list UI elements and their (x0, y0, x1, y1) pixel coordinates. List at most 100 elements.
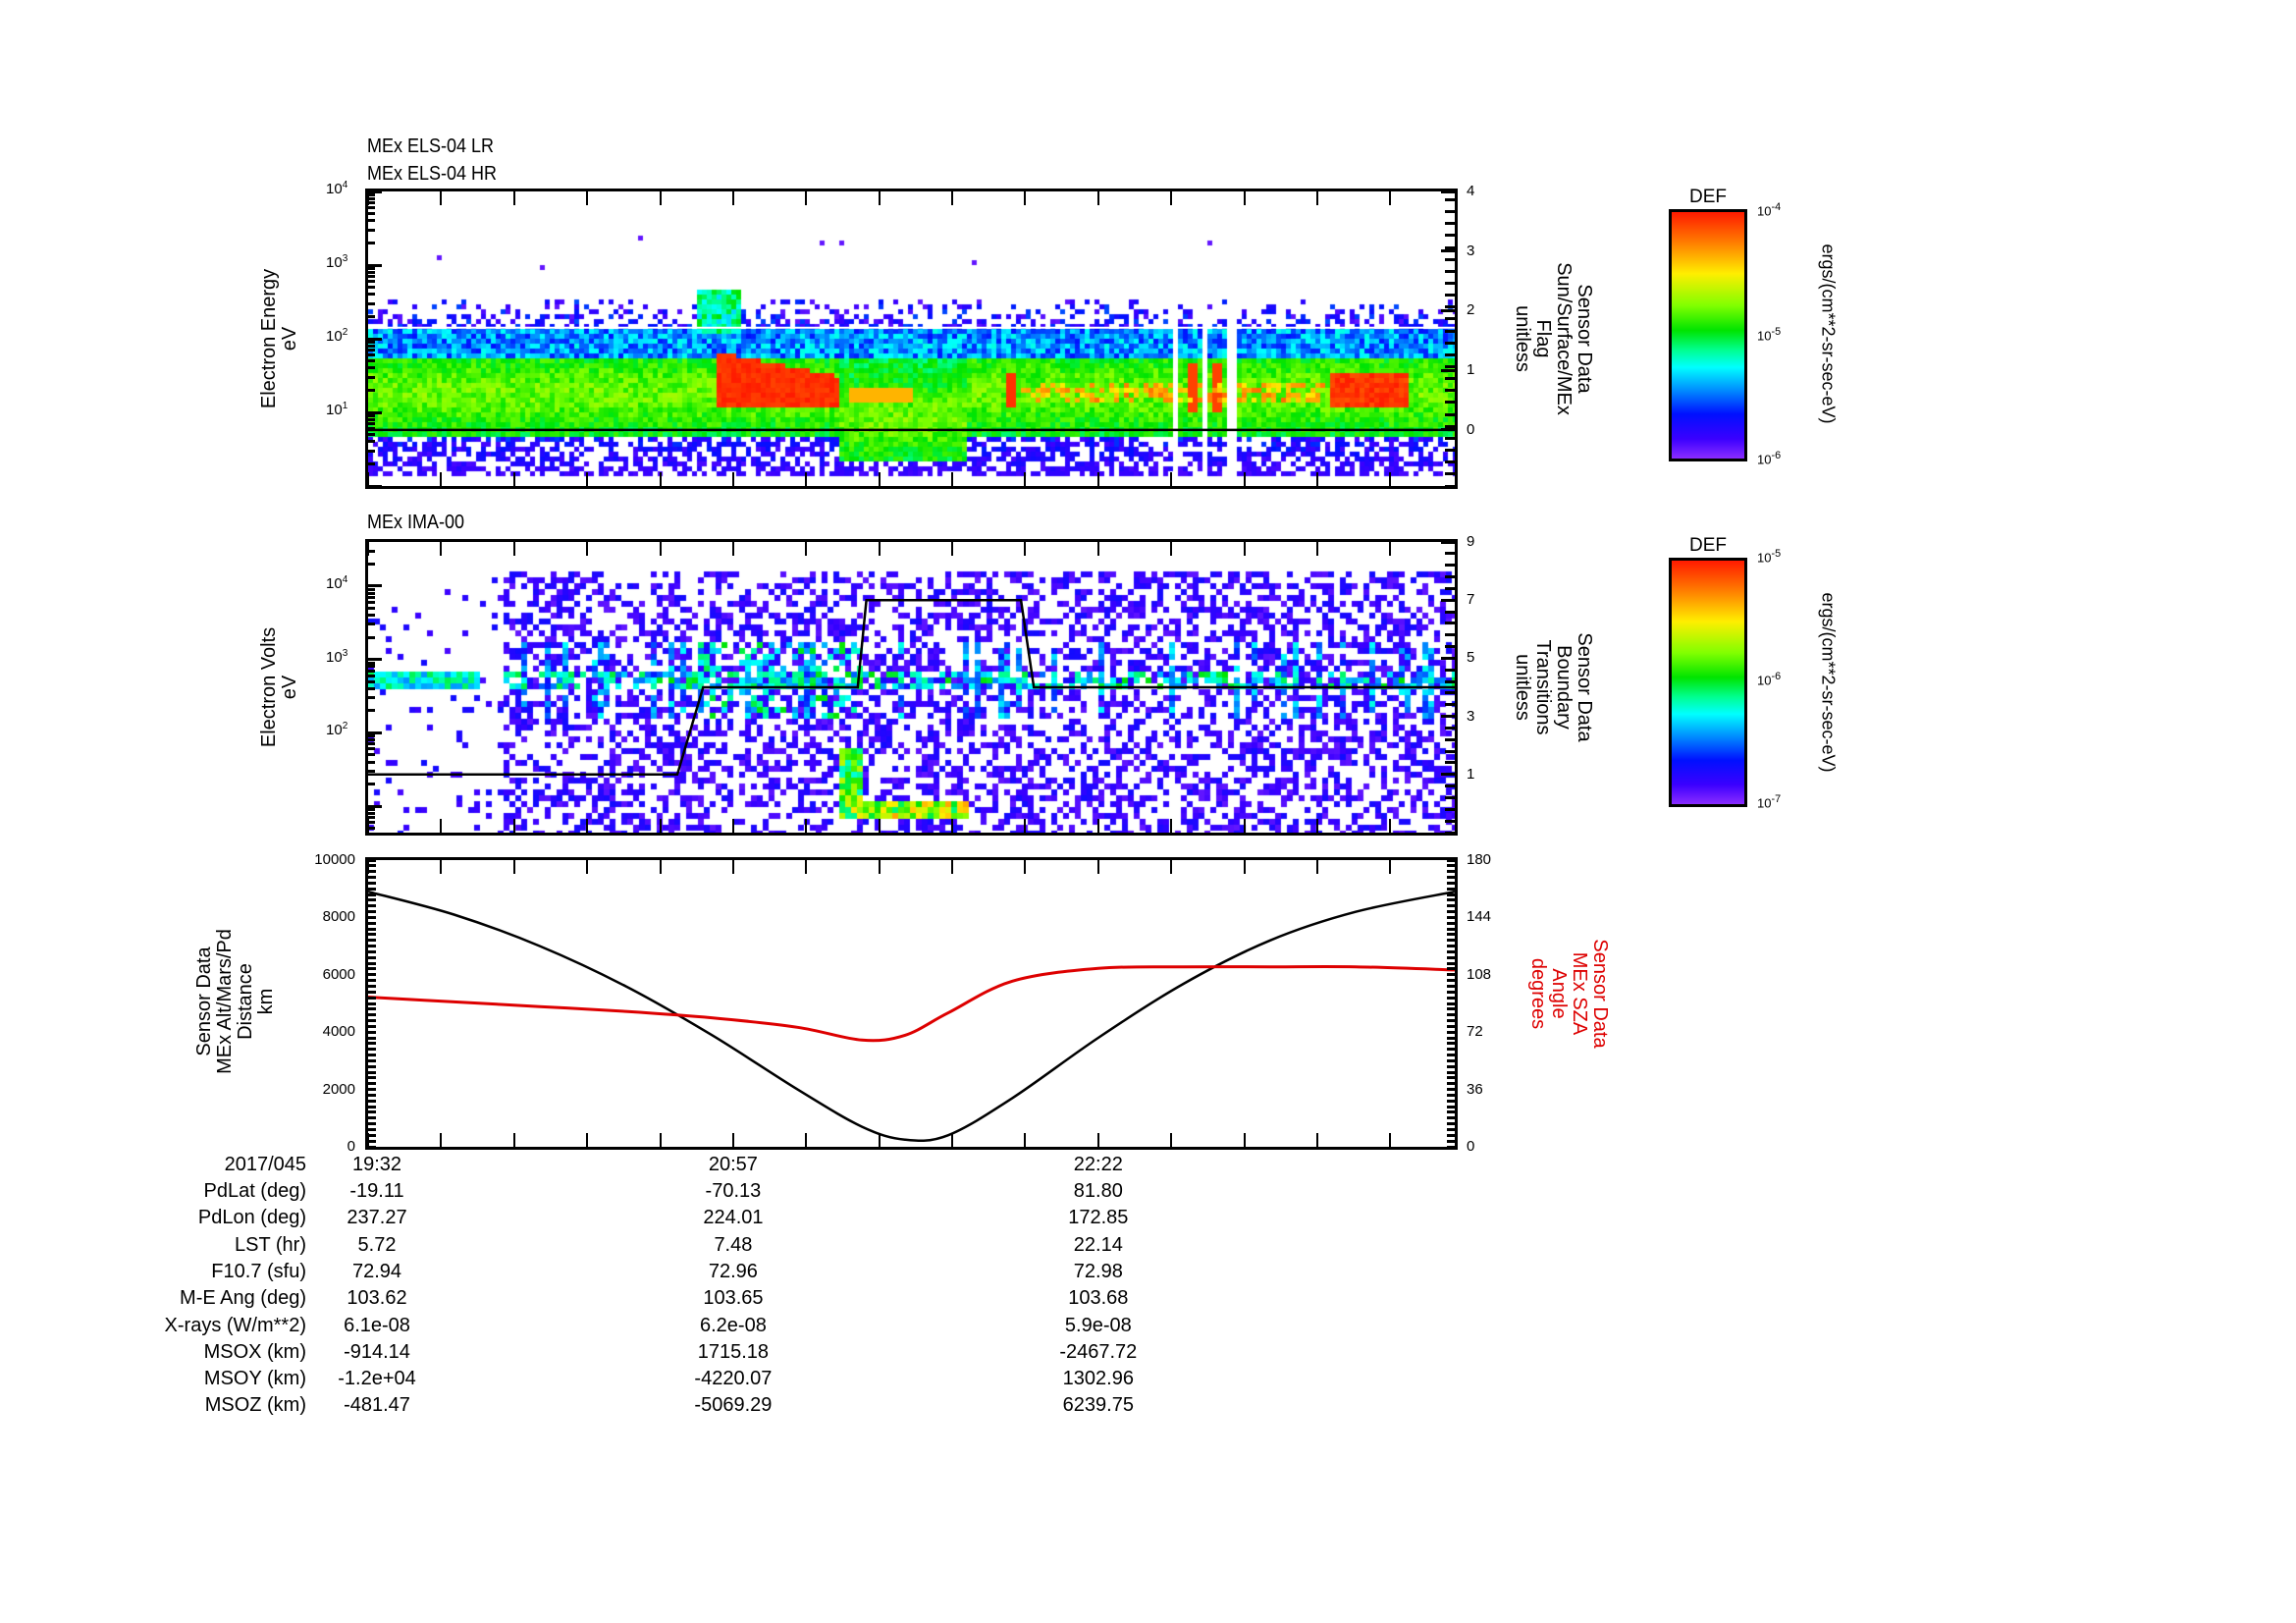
x-tick (1024, 542, 1027, 556)
y-tick (368, 449, 375, 453)
y2-tick (1445, 460, 1455, 464)
y2-tick (1445, 412, 1455, 416)
y2-tick (1447, 898, 1455, 902)
y2-tick-label: 3 (1467, 707, 1475, 725)
y-tick (368, 1099, 376, 1103)
y-tick (368, 484, 382, 488)
y2-tick (1447, 973, 1455, 977)
y2-tick (1447, 1048, 1455, 1052)
y-tick (368, 996, 376, 1000)
x-tick (1096, 472, 1099, 486)
x-tick (731, 1133, 734, 1147)
y2-tick (1447, 1076, 1455, 1080)
x-tick (805, 1133, 808, 1147)
y-tick (368, 286, 375, 290)
x-tick (1170, 191, 1173, 205)
y-tick (368, 584, 382, 588)
y2-tick (1447, 864, 1455, 868)
y2-tick (1445, 831, 1455, 835)
y-tick (368, 816, 375, 820)
exp: 3 (342, 253, 348, 264)
x-tick (805, 819, 808, 833)
y-tick (368, 340, 375, 344)
y2-tick (1445, 198, 1455, 201)
x-tick (512, 860, 515, 874)
y2-tick (1447, 870, 1455, 874)
y2-tick (1447, 1099, 1455, 1103)
exp: 1 (342, 401, 348, 411)
y-tick (368, 1064, 376, 1068)
orbit-y2label: Sensor Data MEx SZA Angle degrees (1527, 939, 1611, 1048)
y2-tick (1441, 715, 1455, 719)
y-tick (368, 674, 375, 677)
x-tick (1024, 819, 1027, 833)
x-tick (1389, 191, 1392, 205)
y2-tick (1447, 979, 1455, 983)
y2-tick (1445, 819, 1455, 823)
y-tick (368, 614, 375, 618)
y2-tick (1441, 598, 1455, 602)
x-tick (805, 191, 808, 205)
x-tick (1170, 819, 1173, 833)
x-tick (512, 542, 515, 556)
ima-colorbar-max: 10-5 (1757, 548, 1782, 566)
y-tick (368, 275, 375, 279)
els-colorbar (1669, 209, 1747, 461)
y-tick (368, 858, 376, 862)
orbit-ylabel-line: Distance (235, 963, 256, 1040)
y2-tick-label: 0 (1467, 420, 1475, 438)
y-tick (368, 1082, 376, 1086)
els-colorbar-unit: ergs/(cm**2-sr-sec-eV) (1818, 243, 1839, 424)
els-title-lr: MEx ELS-04 LR (367, 135, 495, 157)
table-cell: 7.48 (714, 1233, 753, 1256)
y2-tick (1447, 1054, 1455, 1057)
y2-tick (1447, 1070, 1455, 1074)
ima-y2label: Sensor Data Boundary Transitions unitless (1512, 632, 1595, 741)
y-tick (368, 927, 376, 931)
table-cell: -4220.07 (694, 1368, 773, 1390)
y2-tick (1445, 795, 1455, 799)
y2-tick (1445, 210, 1455, 214)
y2-tick (1447, 893, 1455, 896)
els-y2label-line: unitless (1512, 305, 1533, 372)
table-cell: -914.14 (344, 1340, 410, 1363)
table-row-label: PdLat (deg) (203, 1180, 306, 1202)
y2-tick (1447, 1058, 1455, 1062)
ima-y2label-line: Transitions (1532, 639, 1554, 735)
y-tick (368, 549, 375, 553)
x-tick (1243, 191, 1246, 205)
y2-tick (1445, 329, 1455, 333)
x-tick (586, 542, 589, 556)
y-tick (368, 413, 375, 417)
y-tick (368, 661, 375, 665)
y-tick (368, 870, 376, 874)
table-cell: -2467.72 (1059, 1340, 1138, 1363)
y-tick (368, 738, 375, 742)
x-tick (1024, 191, 1027, 205)
y-tick (368, 427, 375, 431)
y-tick (368, 192, 375, 196)
table-row-label: PdLon (deg) (197, 1207, 306, 1229)
x-tick (878, 819, 881, 833)
table-cell: 72.94 (351, 1260, 402, 1282)
y2-tick (1445, 679, 1455, 683)
y-tick (368, 241, 375, 244)
x-tick (586, 860, 589, 874)
x-tick (659, 860, 662, 874)
table-cell: -1.2e+04 (338, 1368, 416, 1390)
y2-tick (1447, 1007, 1455, 1011)
x-tick (731, 472, 734, 486)
y2-tick (1445, 257, 1455, 261)
y-tick-label: 6000 (322, 965, 355, 983)
y2-tick (1445, 575, 1455, 579)
x-tick (367, 472, 369, 486)
y-tick (368, 1024, 376, 1028)
y-tick (368, 979, 376, 983)
y2-tick (1447, 1116, 1455, 1120)
y2-tick (1447, 887, 1455, 891)
y-tick (368, 734, 375, 738)
table-cell: 22.14 (1073, 1233, 1123, 1256)
x-tick (1389, 1133, 1392, 1147)
x-tick (367, 542, 369, 556)
y-tick (368, 600, 375, 604)
